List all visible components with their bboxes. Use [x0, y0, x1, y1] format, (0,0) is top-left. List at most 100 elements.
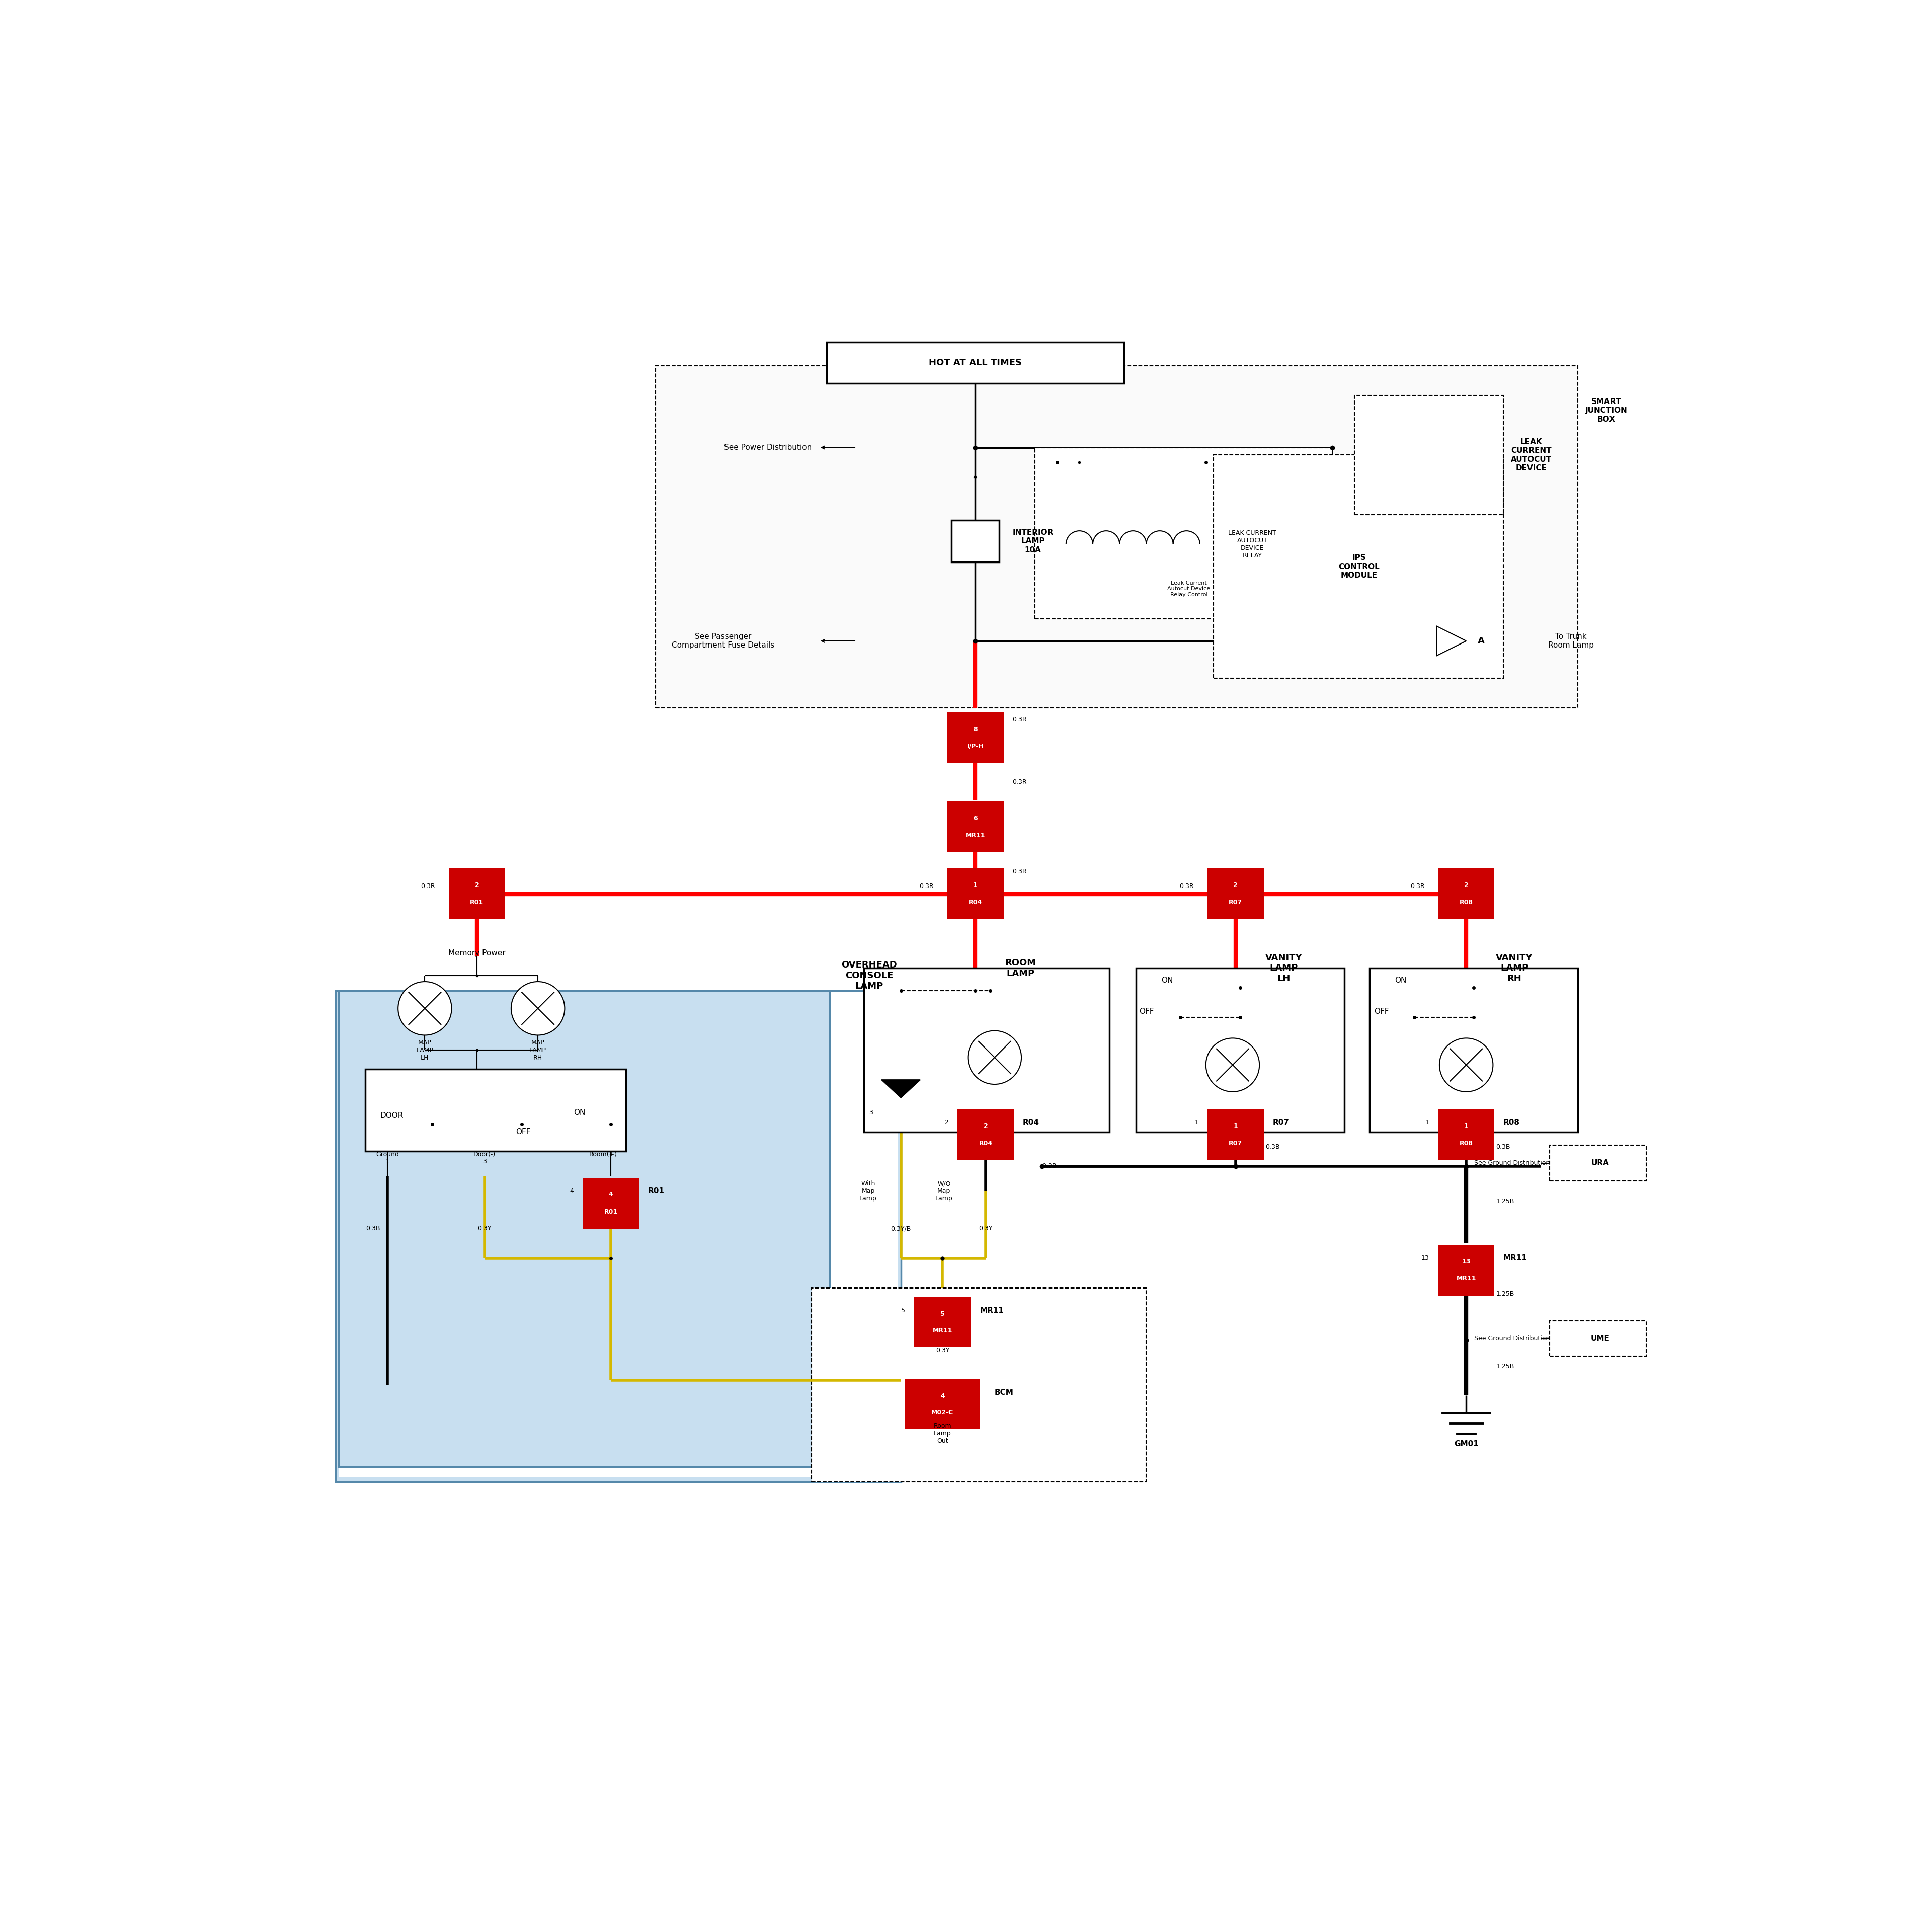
- Bar: [1437, 869, 1495, 920]
- Text: R08: R08: [1459, 898, 1472, 906]
- Text: MR11: MR11: [980, 1306, 1005, 1314]
- Bar: [947, 802, 1003, 852]
- Bar: [947, 713, 1003, 763]
- Polygon shape: [1435, 626, 1466, 655]
- Bar: [1354, 396, 1503, 514]
- Bar: [1208, 869, 1264, 920]
- Text: 4: 4: [941, 1393, 945, 1399]
- Text: Memory Power: Memory Power: [448, 949, 506, 956]
- Text: MR11: MR11: [1457, 1275, 1476, 1283]
- Polygon shape: [881, 1080, 920, 1097]
- Text: 1.25B: 1.25B: [1495, 1364, 1515, 1370]
- Text: 0.3R: 0.3R: [1012, 717, 1028, 723]
- Text: 0.3B: 0.3B: [1041, 1163, 1057, 1169]
- Text: R04: R04: [980, 1140, 993, 1146]
- Text: ON: ON: [574, 1109, 585, 1117]
- Text: See Passenger
Compartment Fuse Details: See Passenger Compartment Fuse Details: [672, 634, 775, 649]
- Text: 1.25B: 1.25B: [1495, 1198, 1515, 1206]
- Circle shape: [398, 981, 452, 1036]
- Bar: [1549, 1321, 1646, 1356]
- Text: R07: R07: [1229, 898, 1242, 906]
- Text: 0.3Y: 0.3Y: [935, 1347, 949, 1354]
- Bar: [1437, 1244, 1495, 1296]
- Circle shape: [1439, 1037, 1493, 1092]
- Text: 1: 1: [386, 1159, 390, 1165]
- Text: OVERHEAD
CONSOLE
LAMP: OVERHEAD CONSOLE LAMP: [842, 960, 896, 991]
- Text: 2: 2: [1464, 883, 1468, 889]
- Text: R07: R07: [1229, 1140, 1242, 1146]
- Bar: [583, 1179, 639, 1229]
- Text: GM01: GM01: [1455, 1441, 1478, 1449]
- Text: IPS
CONTROL
MODULE: IPS CONTROL MODULE: [1339, 554, 1379, 580]
- Text: 0.3R: 0.3R: [1012, 867, 1028, 875]
- Bar: [951, 520, 999, 562]
- Text: R07: R07: [1273, 1119, 1289, 1126]
- Text: W/O
Map
Lamp: W/O Map Lamp: [935, 1180, 952, 1202]
- Text: ROOM
LAMP: ROOM LAMP: [1005, 958, 1036, 978]
- Text: 1: 1: [1464, 1122, 1468, 1130]
- Text: OFF: OFF: [1374, 1009, 1389, 1014]
- Bar: [958, 1109, 1014, 1159]
- Bar: [1208, 1109, 1264, 1159]
- Text: R01: R01: [605, 1208, 618, 1215]
- Circle shape: [968, 1030, 1022, 1084]
- Text: See Power Distribution: See Power Distribution: [725, 444, 811, 452]
- Text: 6: 6: [974, 815, 978, 821]
- Text: 4: 4: [609, 1192, 612, 1198]
- Bar: [914, 1296, 970, 1349]
- Text: R08: R08: [1459, 1140, 1472, 1146]
- Text: LEAK CURRENT
AUTOCUT
DEVICE
RELAY: LEAK CURRENT AUTOCUT DEVICE RELAY: [1229, 529, 1277, 558]
- Text: 3: 3: [869, 1109, 873, 1117]
- Text: 0.3R: 0.3R: [920, 883, 933, 889]
- Text: OFF: OFF: [516, 1128, 531, 1136]
- Text: 0.3R: 0.3R: [1012, 779, 1028, 786]
- Text: VANITY
LAMP
RH: VANITY LAMP RH: [1495, 952, 1532, 983]
- Text: 1.25B: 1.25B: [1495, 1291, 1515, 1296]
- Text: VANITY
LAMP
LH: VANITY LAMP LH: [1265, 952, 1302, 983]
- Text: With
Map
Lamp: With Map Lamp: [860, 1180, 877, 1202]
- Text: I/P-H: I/P-H: [966, 742, 983, 750]
- Text: A: A: [1478, 636, 1484, 645]
- Text: To Trunk
Room Lamp: To Trunk Room Lamp: [1548, 634, 1594, 649]
- Text: 0.3B: 0.3B: [365, 1225, 381, 1233]
- Bar: [1549, 1146, 1646, 1180]
- Text: 0.3B: 0.3B: [1495, 1144, 1511, 1150]
- Text: See Ground Distribution: See Ground Distribution: [1474, 1335, 1549, 1343]
- Text: M02-C: M02-C: [931, 1408, 954, 1416]
- Text: R01: R01: [469, 898, 483, 906]
- Text: MAP
LAMP
RH: MAP LAMP RH: [529, 1039, 547, 1061]
- Text: 0.3R: 0.3R: [421, 883, 435, 889]
- Text: 8: 8: [974, 726, 978, 732]
- Text: 0.3R: 0.3R: [1410, 883, 1424, 889]
- Text: R08: R08: [1503, 1119, 1520, 1126]
- Text: See Ground Distribution: See Ground Distribution: [1474, 1159, 1549, 1167]
- Bar: [1036, 448, 1333, 618]
- Text: LEAK
CURRENT
AUTOCUT
DEVICE: LEAK CURRENT AUTOCUT DEVICE: [1511, 439, 1551, 471]
- Text: 2: 2: [1233, 883, 1238, 889]
- Bar: [448, 869, 504, 920]
- Bar: [827, 342, 1124, 384]
- Text: ON: ON: [1161, 976, 1173, 983]
- Text: 0.3Y/B: 0.3Y/B: [891, 1225, 912, 1233]
- Bar: [1370, 968, 1578, 1132]
- Text: MR11: MR11: [933, 1327, 952, 1333]
- Text: 2: 2: [475, 883, 479, 889]
- Text: DOOR: DOOR: [381, 1111, 404, 1119]
- Bar: [1437, 1109, 1495, 1159]
- Bar: [365, 1070, 626, 1151]
- Text: 4: 4: [570, 1188, 574, 1194]
- Text: R04: R04: [968, 898, 981, 906]
- Bar: [655, 365, 1578, 707]
- Bar: [864, 968, 1109, 1132]
- Text: 1: 1: [1233, 1122, 1238, 1130]
- Bar: [811, 1289, 1146, 1482]
- Text: R01: R01: [647, 1188, 665, 1196]
- Bar: [338, 991, 829, 1466]
- Text: 1: 1: [1426, 1121, 1430, 1126]
- Text: 13: 13: [1463, 1258, 1470, 1265]
- Bar: [1213, 456, 1503, 678]
- Circle shape: [512, 981, 564, 1036]
- Text: Leak Current
Autocut Device
Relay Control: Leak Current Autocut Device Relay Contro…: [1167, 580, 1209, 597]
- Text: Room
Lamp
Out: Room Lamp Out: [933, 1424, 951, 1445]
- Text: 0.3B: 0.3B: [1265, 1144, 1279, 1150]
